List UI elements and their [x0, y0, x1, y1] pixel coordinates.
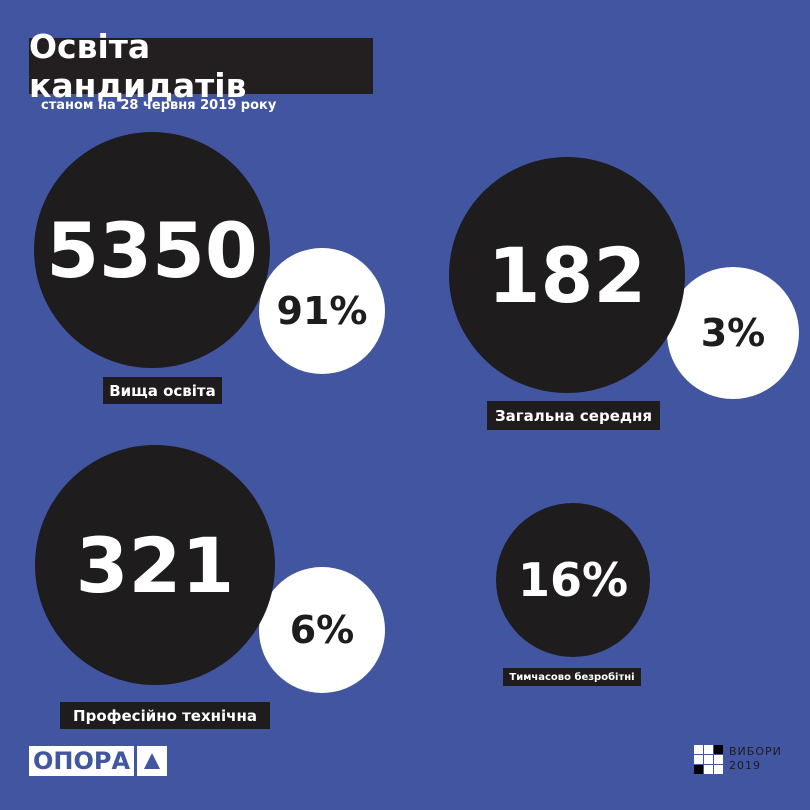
label-higher: Вища освіта — [103, 377, 222, 404]
percent-circle-general: 3% — [667, 267, 799, 399]
count-circle-general: 182 — [449, 157, 685, 393]
vybory-text: ВИБОРИ — [729, 745, 782, 758]
count-circle-vocational: 321 — [35, 445, 275, 685]
page-title: Освіта кандидатів — [29, 27, 373, 105]
count-circle-higher: 5350 — [34, 132, 270, 368]
subtitle: станом на 28 червня 2019 року — [41, 98, 277, 113]
grid-icon — [694, 745, 723, 774]
label-vocational: Професійно технічна — [60, 702, 270, 729]
label-unemployed: Тимчасово безробітні — [503, 668, 641, 686]
triangle-icon — [137, 746, 168, 776]
opora-logo: ОПОРА — [29, 746, 168, 776]
label-general: Загальна середня — [487, 401, 660, 430]
vybory-logo: ВИБОРИ 2019 — [694, 745, 782, 774]
percent-circle-unemployed: 16% — [496, 503, 650, 657]
percent-circle-higher: 91% — [259, 248, 385, 374]
vybory-year: 2019 — [729, 759, 761, 772]
opora-logo-text: ОПОРА — [29, 746, 135, 776]
percent-circle-vocational: 6% — [259, 567, 385, 693]
